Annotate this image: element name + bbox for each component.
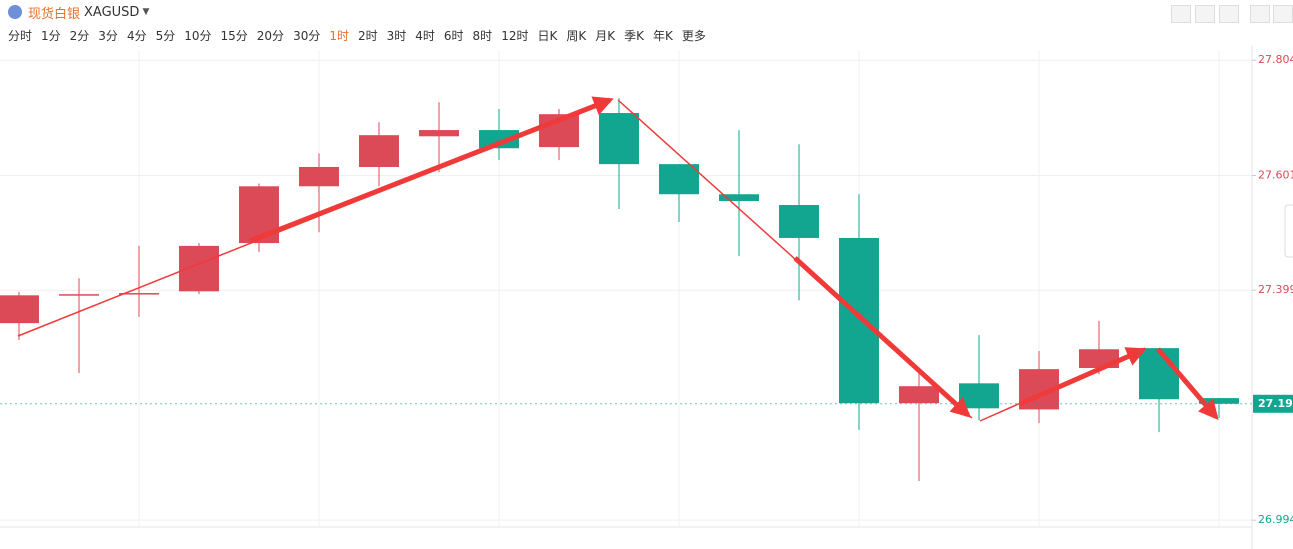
symbol-header[interactable]: 现货白银 XAGUSD ▼	[8, 3, 150, 22]
trend-arrow	[793, 256, 971, 418]
candle-body	[899, 386, 939, 404]
interval-tab[interactable]: 2时	[357, 29, 378, 43]
interval-tab[interactable]: 30分	[293, 29, 321, 43]
trend-arrow	[1156, 347, 1219, 421]
candle-body	[599, 113, 639, 165]
candle-body	[959, 383, 999, 409]
interval-tab[interactable]: 日K	[537, 29, 558, 43]
candle-body	[59, 294, 99, 296]
panel-handle[interactable]	[1284, 204, 1293, 258]
annotations	[17, 96, 1219, 422]
tool-icon[interactable]	[1171, 5, 1191, 23]
interval-tab[interactable]: 季K	[624, 29, 644, 43]
interval-tab[interactable]: 6时	[443, 29, 464, 43]
y-tick-label: 27.601	[1258, 168, 1293, 181]
candle-body	[299, 166, 339, 187]
tool-icon[interactable]	[1250, 5, 1270, 23]
grid	[0, 50, 1252, 527]
interval-tab[interactable]: 年K	[652, 29, 673, 43]
candle-body	[359, 135, 399, 167]
interval-tab[interactable]: 4分	[126, 29, 147, 43]
symbol-name: 现货白银	[28, 6, 81, 22]
candle-body	[119, 293, 159, 295]
candle-body	[479, 130, 519, 149]
interval-tab[interactable]: 5分	[155, 29, 176, 43]
interval-tab[interactable]: 12时	[501, 29, 529, 43]
interval-tab[interactable]: 10分	[184, 29, 212, 43]
interval-tab[interactable]: 8时	[472, 29, 493, 43]
interval-tab[interactable]: 更多	[681, 29, 706, 43]
tool-icon[interactable]	[1219, 5, 1239, 23]
y-tick-label: 27.804	[1258, 53, 1293, 66]
trend-arrow	[249, 96, 614, 244]
interval-tab[interactable]: 4时	[415, 29, 435, 43]
interval-tab[interactable]: 分时	[8, 29, 33, 43]
candle-body	[659, 164, 699, 195]
candle-body	[779, 205, 819, 238]
y-tick-label: 27.399	[1258, 283, 1293, 296]
interval-tab[interactable]: 月K	[595, 29, 616, 43]
interval-tab[interactable]: 3时	[386, 29, 407, 43]
candle-body	[0, 295, 39, 324]
candle-body	[1139, 348, 1179, 400]
interval-tab[interactable]: 1分	[41, 29, 61, 43]
interval-tab[interactable]: 3分	[98, 29, 118, 43]
last-price-label: 27.199	[1258, 397, 1293, 410]
candle-body	[1199, 398, 1239, 404]
trend-arrow	[1018, 347, 1147, 407]
interval-tab[interactable]: 15分	[220, 29, 248, 43]
candle-body	[719, 194, 759, 202]
symbol[interactable]: XAGUSD	[84, 4, 140, 20]
interval-tab[interactable]: 2分	[69, 29, 90, 43]
interval-tab[interactable]: 20分	[256, 29, 285, 43]
y-tick-label: 26.994	[1258, 513, 1293, 526]
interval-tab[interactable]: 周K	[566, 29, 587, 43]
interval-bar: 分时 1分 2分 3分 4分 5分 10分 15分 20分 30分 1时 2时 3时 4时 6时 8时 12时日…	[8, 27, 706, 44]
logo	[8, 5, 22, 19]
last-price-box	[1253, 394, 1293, 413]
caret: ▼	[142, 7, 150, 17]
candle-body	[839, 237, 879, 404]
tool-icon[interactable]	[1195, 5, 1215, 23]
candle-body	[419, 130, 459, 137]
interval-tab[interactable]: 1时	[329, 29, 349, 43]
